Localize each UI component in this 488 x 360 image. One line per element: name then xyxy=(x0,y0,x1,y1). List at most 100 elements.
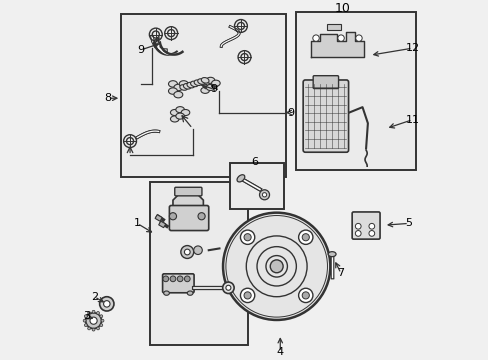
Circle shape xyxy=(223,213,330,320)
Circle shape xyxy=(225,285,230,290)
Circle shape xyxy=(169,213,176,220)
Ellipse shape xyxy=(206,77,214,84)
FancyBboxPatch shape xyxy=(169,206,208,230)
Ellipse shape xyxy=(186,82,194,88)
Ellipse shape xyxy=(190,81,198,87)
Circle shape xyxy=(298,230,312,244)
Circle shape xyxy=(92,310,95,313)
Ellipse shape xyxy=(170,116,179,122)
Ellipse shape xyxy=(168,81,177,87)
Circle shape xyxy=(87,311,90,314)
Circle shape xyxy=(240,288,254,302)
FancyBboxPatch shape xyxy=(312,76,338,89)
Ellipse shape xyxy=(194,80,202,86)
Circle shape xyxy=(244,234,251,241)
Ellipse shape xyxy=(174,84,183,91)
Circle shape xyxy=(355,230,360,236)
Bar xyxy=(155,215,162,221)
Circle shape xyxy=(85,313,101,329)
Circle shape xyxy=(97,327,99,330)
Circle shape xyxy=(163,276,168,282)
Text: 9: 9 xyxy=(137,45,144,55)
Ellipse shape xyxy=(237,175,244,182)
Bar xyxy=(121,14,285,177)
Ellipse shape xyxy=(176,113,184,119)
Ellipse shape xyxy=(179,81,188,87)
Bar xyxy=(230,163,283,209)
Ellipse shape xyxy=(197,79,205,84)
Bar xyxy=(326,24,340,30)
Text: 10: 10 xyxy=(334,2,350,15)
Circle shape xyxy=(240,230,254,244)
Text: 1: 1 xyxy=(133,219,141,228)
Ellipse shape xyxy=(201,77,208,83)
Circle shape xyxy=(100,297,114,311)
Bar xyxy=(296,12,415,170)
Circle shape xyxy=(97,311,99,314)
Circle shape xyxy=(184,276,190,282)
Ellipse shape xyxy=(187,291,193,295)
Ellipse shape xyxy=(176,107,184,113)
FancyBboxPatch shape xyxy=(163,274,194,293)
Circle shape xyxy=(302,292,309,299)
Circle shape xyxy=(302,234,309,241)
Circle shape xyxy=(177,276,183,282)
Circle shape xyxy=(84,324,87,327)
Circle shape xyxy=(184,249,190,255)
Circle shape xyxy=(83,319,86,322)
Ellipse shape xyxy=(181,109,189,116)
Bar xyxy=(158,221,165,228)
Circle shape xyxy=(181,246,193,258)
Text: 11: 11 xyxy=(405,115,419,125)
Ellipse shape xyxy=(211,80,220,86)
Circle shape xyxy=(92,328,95,331)
Polygon shape xyxy=(310,32,364,57)
Circle shape xyxy=(298,288,312,302)
Circle shape xyxy=(262,193,266,197)
Circle shape xyxy=(87,327,90,330)
Text: 6: 6 xyxy=(251,157,258,167)
Circle shape xyxy=(355,224,360,229)
Circle shape xyxy=(244,292,251,299)
Circle shape xyxy=(355,35,362,41)
Ellipse shape xyxy=(201,87,209,93)
FancyBboxPatch shape xyxy=(351,212,379,239)
Polygon shape xyxy=(173,195,203,207)
Ellipse shape xyxy=(163,291,169,295)
Circle shape xyxy=(368,230,374,236)
Text: 3: 3 xyxy=(83,311,90,321)
Circle shape xyxy=(337,35,344,41)
Circle shape xyxy=(312,35,319,41)
Text: 4: 4 xyxy=(276,347,283,357)
Ellipse shape xyxy=(183,84,191,89)
Ellipse shape xyxy=(168,88,177,94)
Circle shape xyxy=(103,301,110,307)
Circle shape xyxy=(84,315,87,318)
FancyBboxPatch shape xyxy=(174,187,202,196)
Text: 5: 5 xyxy=(405,219,412,228)
Ellipse shape xyxy=(174,91,183,98)
Ellipse shape xyxy=(170,109,179,116)
Circle shape xyxy=(270,260,283,273)
Circle shape xyxy=(259,190,269,200)
Text: 8: 8 xyxy=(104,93,111,103)
Ellipse shape xyxy=(201,80,209,86)
Text: 9: 9 xyxy=(287,108,294,117)
Circle shape xyxy=(222,282,234,293)
Ellipse shape xyxy=(180,85,187,90)
Ellipse shape xyxy=(327,252,335,257)
Circle shape xyxy=(368,224,374,229)
Circle shape xyxy=(193,246,202,255)
Text: 2: 2 xyxy=(91,292,98,302)
Circle shape xyxy=(90,317,97,324)
Text: 7: 7 xyxy=(337,269,344,279)
Circle shape xyxy=(100,315,102,318)
Bar xyxy=(149,182,247,345)
Circle shape xyxy=(170,276,176,282)
Circle shape xyxy=(100,324,102,327)
Circle shape xyxy=(198,213,205,220)
Ellipse shape xyxy=(206,85,214,90)
Text: 12: 12 xyxy=(405,43,419,53)
Circle shape xyxy=(101,319,104,322)
FancyBboxPatch shape xyxy=(303,80,348,152)
